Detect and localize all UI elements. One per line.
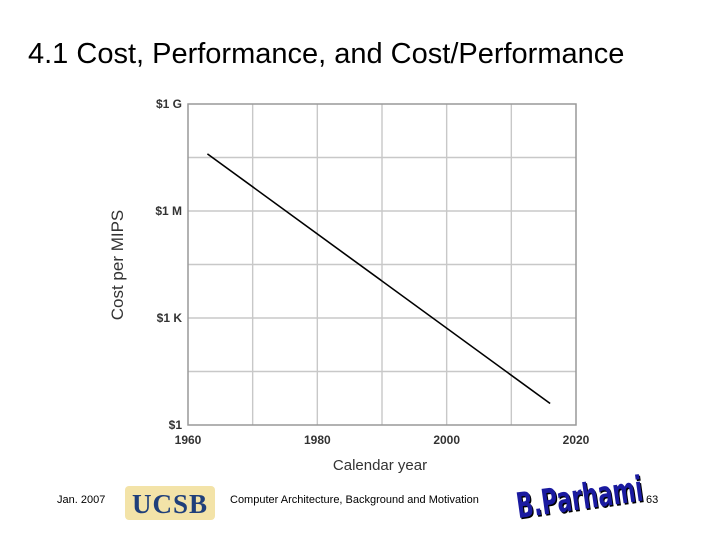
footer-course-title: Computer Architecture, Background and Mo… bbox=[230, 494, 479, 506]
x-tick-labels: 1960 1980 2000 2020 bbox=[175, 433, 590, 447]
y-tick-labels: $1 $1 K $1 M $1 G bbox=[155, 97, 182, 432]
author-signature-logo: B.Parhami bbox=[512, 470, 646, 530]
x-tick-label: 1980 bbox=[304, 433, 331, 447]
series-line bbox=[206, 153, 551, 405]
chart-grid bbox=[188, 104, 576, 425]
plot-frame bbox=[187, 103, 577, 426]
footer-page-number: 63 bbox=[646, 494, 659, 506]
slide-title: 4.1 Cost, Performance, and Cost/Performa… bbox=[28, 38, 625, 70]
x-tick-label: 1960 bbox=[175, 433, 202, 447]
ucsb-logo: UCSB bbox=[125, 486, 215, 520]
y-tick-label: $1 bbox=[169, 418, 183, 432]
y-axis-label: Cost per MIPS bbox=[108, 210, 127, 321]
series-layer bbox=[206, 153, 551, 405]
x-tick-label: 2000 bbox=[433, 433, 460, 447]
y-tick-label: $1 M bbox=[155, 204, 182, 218]
x-tick-label: 2020 bbox=[563, 433, 590, 447]
footer-date: Jan. 2007 bbox=[57, 494, 106, 506]
x-axis-label: Calendar year bbox=[333, 457, 427, 474]
ucsb-logo-text: UCSB bbox=[131, 489, 209, 519]
y-tick-label: $1 K bbox=[157, 311, 183, 325]
y-tick-label: $1 G bbox=[156, 97, 182, 111]
